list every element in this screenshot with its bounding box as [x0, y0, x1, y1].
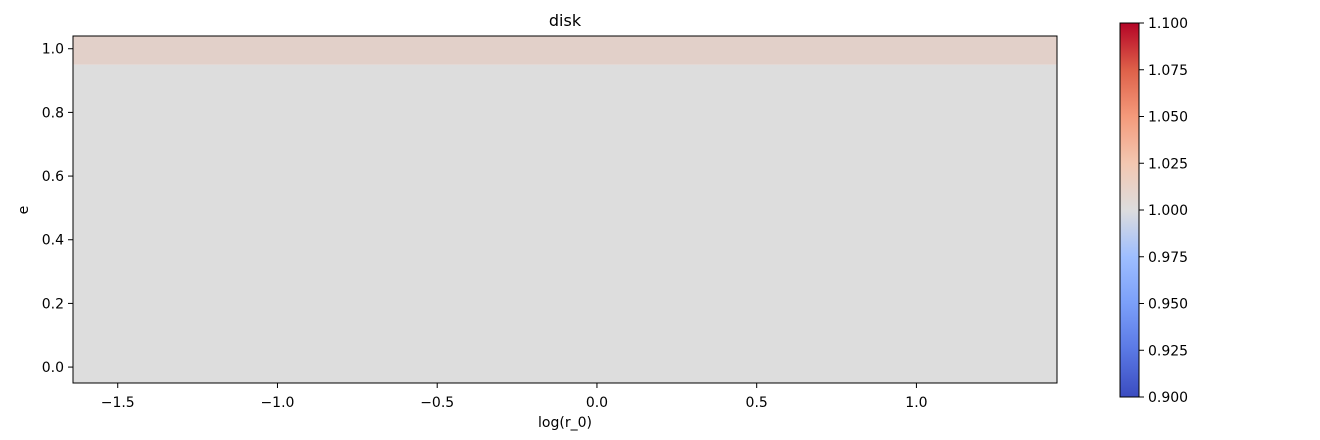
y-axis-ticks: 0.0 0.2 0.4 0.6 0.8 1.0 — [42, 42, 73, 376]
colorbar-tick-label: 1.075 — [1148, 63, 1188, 79]
heatmap-band-1 — [73, 36, 1057, 65]
y-tick-label: 0.2 — [42, 296, 64, 312]
x-tick-label: 0.5 — [746, 395, 768, 411]
x-axis-label: log(r_0) — [538, 415, 592, 431]
y-tick-label: 0.8 — [42, 105, 64, 121]
y-tick-label: 1.0 — [42, 42, 64, 58]
x-tick-label: 1.0 — [905, 395, 927, 411]
y-tick-label: 0.6 — [42, 169, 64, 185]
colorbar-tick-label: 0.975 — [1148, 250, 1188, 266]
x-tick-label: 0.0 — [586, 395, 608, 411]
heatmap-band-0 — [73, 64, 1057, 384]
x-axis-ticks: −1.5 −1.0 −0.5 0.0 0.5 1.0 — [101, 383, 928, 411]
colorbar-tick-label: 0.900 — [1148, 390, 1188, 406]
y-tick-label: 0.4 — [42, 233, 64, 249]
heatmap-cells — [73, 36, 1057, 384]
colorbar-tick-label: 1.000 — [1148, 203, 1188, 219]
x-tick-label: −1.0 — [260, 395, 294, 411]
colorbar-tick-label: 1.050 — [1148, 110, 1188, 126]
colorbar-tick-label: 1.100 — [1148, 16, 1188, 32]
y-tick-label: 0.0 — [42, 360, 64, 376]
colorbar-ticks: 0.900 0.925 0.950 0.975 1.000 1.025 1.050 1.075… — [1139, 16, 1188, 406]
colorbar — [1119, 22, 1140, 398]
colorbar-tick-label: 0.950 — [1148, 297, 1188, 313]
chart-title: disk — [549, 11, 582, 30]
colorbar-tick-label: 1.025 — [1148, 156, 1188, 172]
colorbar-tick-label: 0.925 — [1148, 343, 1188, 359]
y-axis-label: e — [16, 206, 32, 215]
x-tick-label: −0.5 — [420, 395, 454, 411]
plot-area-frame — [72, 35, 1058, 384]
x-tick-label: −1.5 — [101, 395, 135, 411]
